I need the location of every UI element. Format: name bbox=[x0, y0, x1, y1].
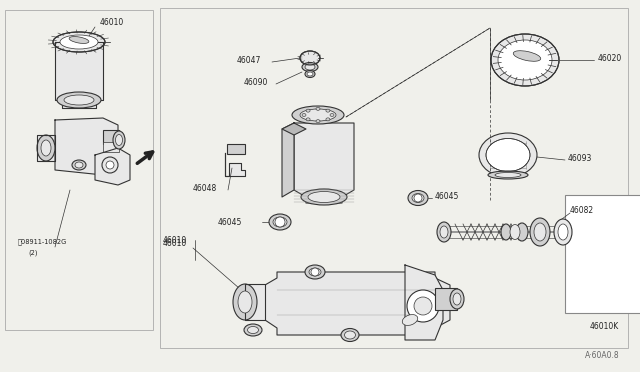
Text: 46090: 46090 bbox=[244, 77, 268, 87]
Polygon shape bbox=[55, 118, 118, 175]
Polygon shape bbox=[405, 265, 443, 340]
Text: 46020: 46020 bbox=[598, 54, 622, 62]
Ellipse shape bbox=[273, 217, 287, 227]
Text: 46010K: 46010K bbox=[590, 322, 620, 331]
Ellipse shape bbox=[306, 109, 310, 112]
Bar bbox=[160, 8, 628, 348]
Polygon shape bbox=[294, 123, 354, 203]
Circle shape bbox=[106, 161, 114, 169]
Ellipse shape bbox=[302, 113, 306, 116]
Text: 46010: 46010 bbox=[100, 17, 124, 26]
Bar bbox=[103, 142, 119, 152]
Circle shape bbox=[407, 290, 439, 322]
Ellipse shape bbox=[244, 324, 262, 336]
Text: 46045: 46045 bbox=[218, 218, 243, 227]
Ellipse shape bbox=[115, 135, 122, 145]
Ellipse shape bbox=[453, 293, 461, 305]
Ellipse shape bbox=[302, 62, 318, 71]
Bar bbox=[5, 10, 153, 330]
Ellipse shape bbox=[516, 223, 528, 241]
Ellipse shape bbox=[440, 226, 448, 238]
Ellipse shape bbox=[307, 72, 313, 76]
Ellipse shape bbox=[75, 162, 83, 168]
Bar bbox=[227, 144, 245, 154]
Ellipse shape bbox=[344, 331, 355, 339]
Ellipse shape bbox=[491, 34, 559, 86]
Polygon shape bbox=[245, 284, 265, 320]
Ellipse shape bbox=[486, 138, 530, 171]
Circle shape bbox=[414, 194, 422, 202]
Ellipse shape bbox=[233, 284, 257, 320]
Ellipse shape bbox=[113, 131, 125, 149]
Ellipse shape bbox=[498, 40, 552, 80]
Ellipse shape bbox=[437, 222, 451, 242]
Circle shape bbox=[102, 157, 118, 173]
Text: 46010: 46010 bbox=[163, 238, 188, 247]
Ellipse shape bbox=[53, 32, 105, 52]
Circle shape bbox=[275, 217, 285, 227]
Ellipse shape bbox=[316, 120, 320, 123]
Polygon shape bbox=[55, 42, 103, 108]
Ellipse shape bbox=[501, 224, 511, 240]
Circle shape bbox=[311, 268, 319, 276]
Ellipse shape bbox=[57, 92, 101, 108]
Ellipse shape bbox=[330, 113, 334, 116]
Text: 46010: 46010 bbox=[163, 235, 188, 244]
Ellipse shape bbox=[248, 327, 259, 334]
Ellipse shape bbox=[64, 95, 94, 105]
Ellipse shape bbox=[300, 109, 336, 121]
Ellipse shape bbox=[408, 190, 428, 205]
Ellipse shape bbox=[403, 315, 418, 326]
Polygon shape bbox=[225, 153, 245, 176]
Polygon shape bbox=[282, 123, 294, 197]
Ellipse shape bbox=[450, 289, 464, 309]
Ellipse shape bbox=[308, 192, 340, 202]
Ellipse shape bbox=[301, 189, 347, 205]
Circle shape bbox=[414, 297, 432, 315]
Ellipse shape bbox=[305, 64, 315, 70]
Ellipse shape bbox=[326, 109, 330, 112]
Ellipse shape bbox=[72, 160, 86, 170]
Ellipse shape bbox=[292, 106, 344, 124]
Ellipse shape bbox=[513, 51, 541, 61]
Ellipse shape bbox=[37, 135, 55, 161]
Ellipse shape bbox=[305, 71, 315, 77]
Text: 46082: 46082 bbox=[570, 205, 594, 215]
Ellipse shape bbox=[316, 108, 320, 110]
Ellipse shape bbox=[269, 214, 291, 230]
Ellipse shape bbox=[300, 51, 320, 65]
Text: 46093: 46093 bbox=[568, 154, 593, 163]
Text: 46047: 46047 bbox=[237, 55, 261, 64]
Ellipse shape bbox=[530, 218, 550, 246]
Ellipse shape bbox=[341, 328, 359, 341]
Ellipse shape bbox=[558, 224, 568, 240]
Polygon shape bbox=[95, 148, 130, 185]
Ellipse shape bbox=[306, 118, 310, 121]
Polygon shape bbox=[282, 123, 306, 135]
Ellipse shape bbox=[488, 171, 528, 179]
Ellipse shape bbox=[60, 35, 98, 49]
Ellipse shape bbox=[309, 268, 321, 276]
Ellipse shape bbox=[495, 173, 521, 177]
Ellipse shape bbox=[326, 118, 330, 121]
Ellipse shape bbox=[41, 140, 51, 156]
Text: ⓝ08911-1082G: ⓝ08911-1082G bbox=[18, 239, 67, 245]
Polygon shape bbox=[37, 135, 55, 161]
Ellipse shape bbox=[534, 223, 546, 241]
Polygon shape bbox=[265, 272, 450, 335]
Text: (2): (2) bbox=[28, 250, 38, 256]
Text: 46048: 46048 bbox=[193, 183, 217, 192]
Ellipse shape bbox=[238, 291, 252, 313]
Bar bbox=[103, 130, 119, 144]
Ellipse shape bbox=[412, 193, 424, 202]
Bar bbox=[435, 288, 457, 310]
Ellipse shape bbox=[305, 265, 325, 279]
Ellipse shape bbox=[510, 224, 520, 240]
Ellipse shape bbox=[554, 219, 572, 245]
Text: 46045: 46045 bbox=[435, 192, 460, 201]
Ellipse shape bbox=[479, 133, 537, 177]
Text: A·60A0.8: A·60A0.8 bbox=[586, 350, 620, 359]
Ellipse shape bbox=[69, 36, 89, 44]
Bar bbox=[565, 195, 640, 313]
